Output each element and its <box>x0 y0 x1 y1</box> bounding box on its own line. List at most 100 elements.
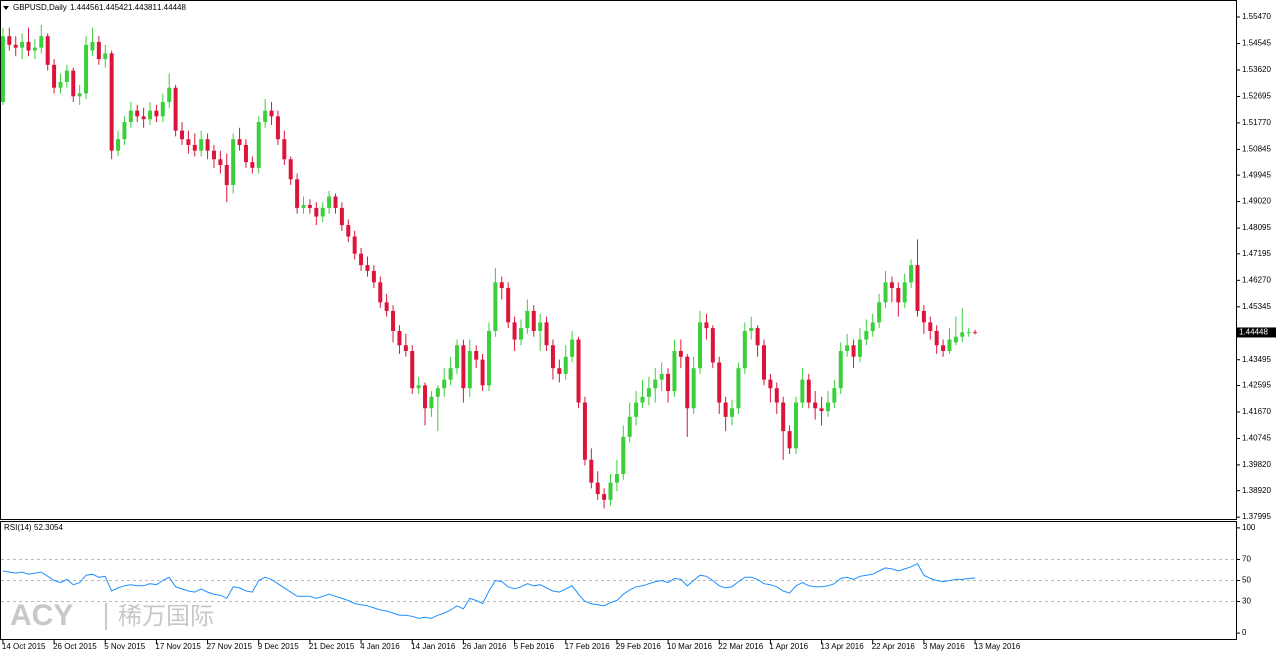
candle-body <box>20 41 25 48</box>
candle-body <box>531 310 536 331</box>
candle-body <box>678 351 683 357</box>
candle-body <box>512 322 517 340</box>
candle-body <box>231 139 236 186</box>
y-tick-label: 1.42595 <box>1242 381 1271 390</box>
watermark-brand: ACY <box>10 599 73 632</box>
candle-body <box>103 53 108 60</box>
candle-body <box>563 356 568 374</box>
y-tick-label: 1.41670 <box>1242 407 1271 416</box>
x-tick-label: 17 Nov 2015 <box>155 642 201 651</box>
candle-body <box>154 110 159 117</box>
last-low: 1.44381 <box>128 3 157 12</box>
candle-body <box>525 310 530 329</box>
candle-body <box>455 345 460 369</box>
candle-body <box>557 368 562 374</box>
rsi-tick-label: 30 <box>1242 597 1251 606</box>
candle-body <box>710 328 715 363</box>
candle-body <box>13 44 18 48</box>
candle-body <box>825 402 830 412</box>
candle-body <box>320 207 325 217</box>
candle-body <box>486 330 491 386</box>
candle-body <box>461 345 466 389</box>
candle-body <box>538 322 543 331</box>
candle-body <box>550 345 555 369</box>
candle-body <box>774 388 779 403</box>
candle-body <box>52 64 57 88</box>
candle-body <box>627 416 632 437</box>
y-tick-label: 1.48095 <box>1242 223 1271 232</box>
rsi-tick-label: 70 <box>1242 555 1251 564</box>
candle-body <box>614 474 619 483</box>
candle-body <box>570 339 575 357</box>
candle-body <box>371 270 376 283</box>
candle-body <box>346 225 351 237</box>
candle-body <box>288 159 293 180</box>
candle-body <box>953 336 958 343</box>
candle-body <box>518 328 523 340</box>
candle-body <box>116 139 121 151</box>
candle-body <box>416 385 421 389</box>
y-tick-label: 1.49945 <box>1242 170 1271 179</box>
candle-body <box>365 265 370 271</box>
candle-body <box>64 70 69 82</box>
candle-body <box>435 388 440 397</box>
candle-body <box>237 139 242 145</box>
candle-body <box>973 332 978 334</box>
candle-body <box>186 139 191 145</box>
candle-body <box>224 164 229 186</box>
candle-body <box>128 110 133 123</box>
candle-body <box>666 373 671 392</box>
x-tick-label: 13 May 2016 <box>974 642 1021 651</box>
rsi-value: 52.3054 <box>34 523 63 532</box>
candle-body <box>768 379 773 389</box>
candle-body <box>659 373 664 380</box>
candle-body <box>889 282 894 289</box>
candle-body <box>941 345 946 352</box>
candle-body <box>755 328 760 346</box>
candle-body <box>717 362 722 403</box>
candle-body <box>26 41 31 51</box>
candle-body <box>90 41 95 51</box>
candle-body <box>352 236 357 254</box>
candle-body <box>800 379 805 403</box>
candle-body <box>493 282 498 331</box>
candle-body <box>0 36 5 103</box>
candle-body <box>634 402 639 417</box>
candle-body <box>947 339 952 352</box>
candle-body <box>582 402 587 460</box>
x-tick-label: 29 Feb 2016 <box>616 642 661 651</box>
candle-body <box>122 122 127 140</box>
candle-body <box>730 408 735 417</box>
y-tick-label: 1.37995 <box>1242 512 1271 521</box>
rsi-tick-label: 100 <box>1242 523 1256 532</box>
candle-body <box>480 359 485 386</box>
y-tick-label: 1.46270 <box>1242 275 1271 284</box>
candle-body <box>327 196 332 208</box>
x-tick-label: 5 Feb 2016 <box>514 642 555 651</box>
candle-body <box>256 122 261 168</box>
y-tick-label: 1.43495 <box>1242 355 1271 364</box>
x-tick-label: 21 Dec 2015 <box>309 642 355 651</box>
candle-body <box>199 139 204 151</box>
y-tick-label: 1.51770 <box>1242 118 1271 127</box>
rsi-tick-label: 0 <box>1242 628 1247 637</box>
candle-body <box>96 41 101 60</box>
candle-body <box>749 328 754 331</box>
candle-body <box>883 282 888 303</box>
candle-body <box>742 330 747 369</box>
menu-arrow <box>3 6 9 10</box>
x-tick-label: 14 Oct 2015 <box>2 642 46 651</box>
rsi-tick-label: 50 <box>1242 576 1251 585</box>
candle-body <box>403 345 408 352</box>
candle-body <box>896 288 901 303</box>
candle-body <box>148 110 153 120</box>
x-tick-label: 26 Oct 2015 <box>53 642 97 651</box>
last-close: 1.44448 <box>157 3 186 12</box>
y-tick-label: 1.38920 <box>1242 486 1271 495</box>
candle-body <box>410 351 415 389</box>
candle-body <box>71 70 76 97</box>
candle-body <box>109 53 114 151</box>
x-tick-label: 14 Jan 2016 <box>411 642 456 651</box>
candle-body <box>672 351 677 392</box>
